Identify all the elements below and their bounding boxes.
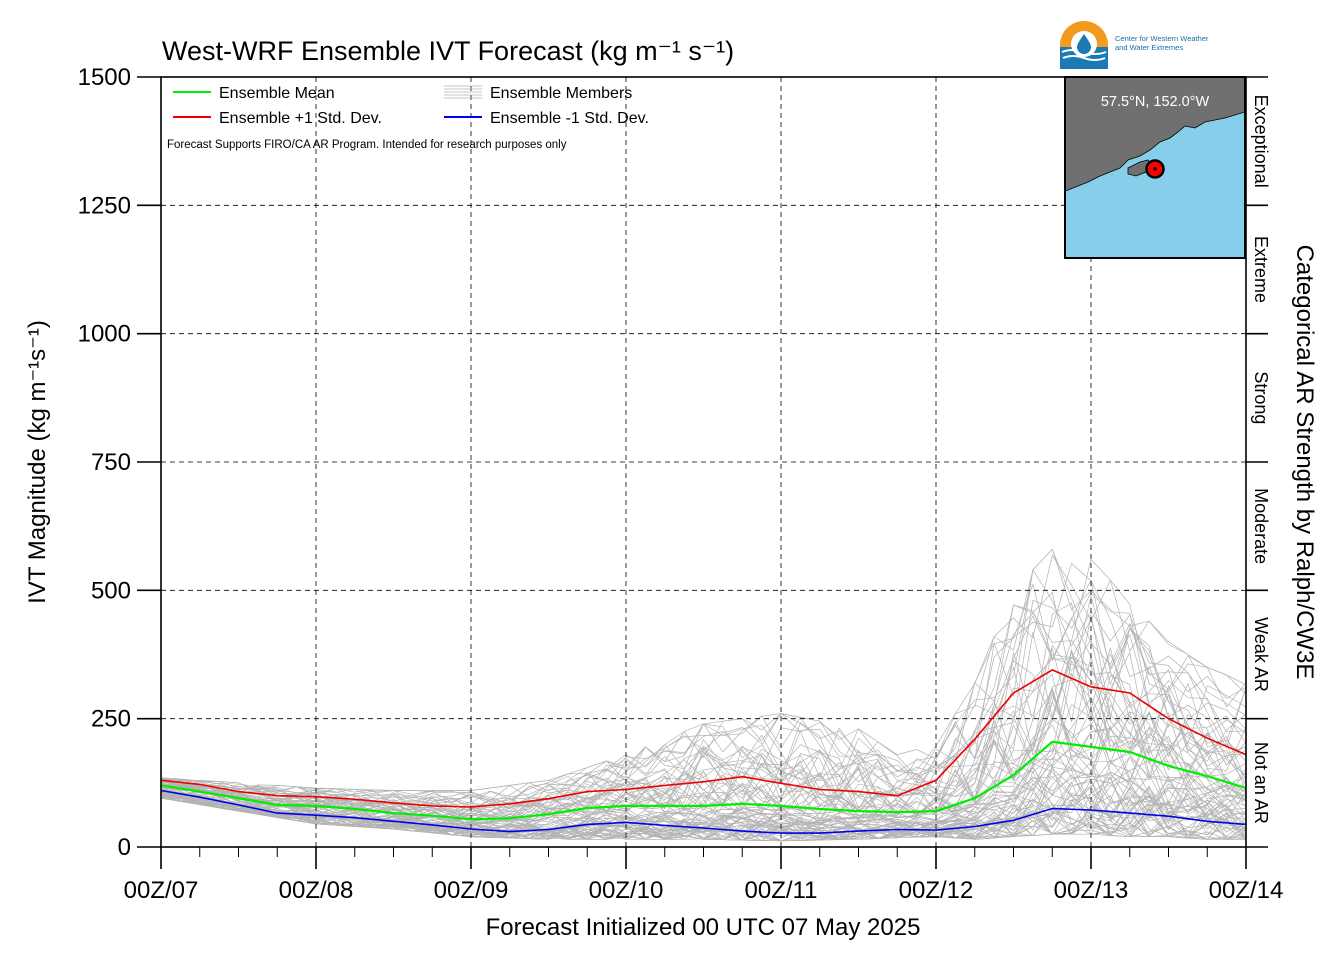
member-line (160, 748, 1247, 829)
research-note: Forecast Supports FIRO/CA AR Program. In… (167, 139, 567, 151)
category-label: Strong (1251, 371, 1271, 424)
category-label: Exceptional (1251, 95, 1271, 188)
x-tick-label: 00Z/11 (745, 877, 818, 904)
series-line (160, 789, 1247, 834)
member-line (160, 760, 1247, 835)
member-line (160, 616, 1247, 818)
chart-title: West-WRF Ensemble IVT Forecast (kg m⁻¹ s… (162, 36, 734, 66)
member-line (160, 562, 1247, 809)
inset-frame (1064, 76, 1246, 259)
category-label: Extreme (1251, 236, 1271, 303)
x-tick-label: 00Z/14 (1209, 877, 1284, 904)
legend-label-members: Ensemble Members (490, 85, 632, 102)
inset-map: 57.5°N, 152.0°W (1064, 76, 1246, 259)
member-line (160, 727, 1247, 828)
member-line (160, 602, 1247, 813)
y-tick-label: 750 (91, 449, 131, 476)
axes: 0 250 500 750 1000 1250 1500 00Z/07 00Z/08 00Z/09… (78, 64, 1284, 904)
legend-label-minus: Ensemble -1 Std. Dev. (490, 110, 649, 127)
member-line (160, 759, 1247, 831)
member-line (160, 632, 1247, 812)
logo-text-line2: and Water Extremes (1115, 43, 1184, 52)
member-line (160, 675, 1247, 822)
inset-land (1064, 76, 1246, 192)
right-axis-title: Categorical AR Strength by Ralph/CW3E (1291, 245, 1318, 680)
member-line (160, 651, 1247, 821)
logo-text: Center for Western Weather and Water Ext… (1115, 34, 1209, 52)
member-line (160, 591, 1247, 801)
category-label: Weak AR (1251, 617, 1271, 692)
series-line (160, 669, 1247, 808)
member-line (160, 781, 1247, 841)
y-tick-label: 1500 (78, 64, 131, 91)
member-line (160, 615, 1247, 806)
y-tick-label: 500 (91, 577, 131, 604)
y-tick-label: 1000 (78, 321, 131, 348)
member-line (160, 795, 1247, 841)
member-line (160, 568, 1247, 804)
x-tick-label: 00Z/10 (589, 877, 664, 904)
legend-label-mean: Ensemble Mean (219, 85, 335, 102)
member-line (160, 785, 1247, 841)
ensemble-stat-lines (160, 669, 1247, 834)
grid-lines (161, 77, 1246, 847)
cw3e-logo-icon (1060, 21, 1108, 69)
x-axis-title: Forecast Initialized 00 UTC 07 May 2025 (486, 914, 921, 941)
x-tick-label: 00Z/08 (279, 877, 354, 904)
legend-label-plus: Ensemble +1 Std. Dev. (219, 110, 382, 127)
y-tick-label: 250 (91, 706, 131, 733)
member-line (160, 614, 1247, 817)
x-tick-label: 00Z/12 (899, 877, 974, 904)
legend-swatch-members (444, 85, 482, 99)
member-line (160, 604, 1247, 807)
y-tick-label: 1250 (78, 192, 131, 219)
y-axis-title: IVT Magnitude (kg m⁻¹s⁻¹) (24, 320, 51, 604)
x-tick-label: 00Z/07 (124, 877, 199, 904)
legend: Ensemble Mean Ensemble +1 Std. Dev. Ense… (167, 85, 649, 151)
x-tick-label: 00Z/09 (434, 877, 509, 904)
member-line (160, 763, 1247, 834)
member-line (160, 711, 1247, 825)
logo-text-line1: Center for Western Weather (1115, 34, 1209, 43)
series-line (160, 740, 1247, 821)
x-tick-label: 00Z/13 (1054, 877, 1129, 904)
member-line (160, 548, 1247, 803)
member-line (160, 794, 1247, 841)
y-tick-label: 0 (118, 834, 131, 861)
member-line (160, 578, 1247, 809)
member-line (160, 592, 1247, 813)
category-label: Not an AR (1251, 742, 1271, 824)
category-label: Moderate (1251, 488, 1271, 564)
inset-location-label: 57.5°N, 152.0°W (1101, 94, 1210, 110)
location-marker-dot (1153, 167, 1157, 171)
ensemble-member-lines (160, 548, 1247, 842)
